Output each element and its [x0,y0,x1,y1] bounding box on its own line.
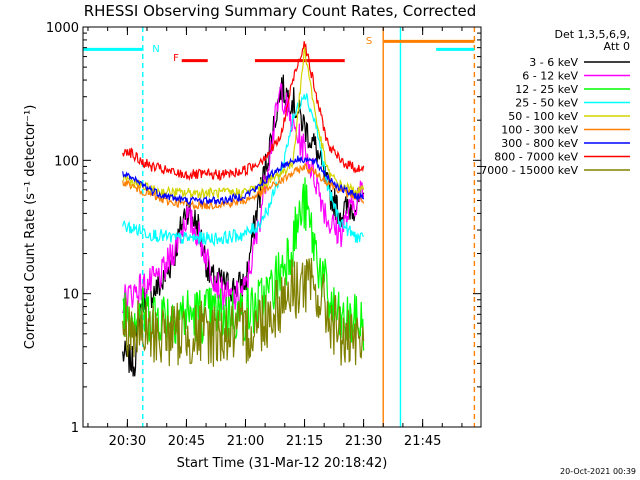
legend-label-7: 800 - 7000 keV [494,151,578,164]
series-line-8 [122,257,365,367]
x-axis-ticks: 20:30 20:45 21:00 21:15 21:30 21:45 [87,27,463,449]
x-tick-label-0: 20:30 [109,434,146,449]
legend-label-6: 300 - 800 keV [501,137,578,150]
series-line-6 [122,155,365,207]
legend-label-4: 50 - 100 keV [508,110,578,123]
series-line-1 [122,82,365,314]
legend-label-1: 6 - 12 keV [522,70,578,83]
x-tick-label-1: 20:45 [168,434,205,449]
legend-label-3: 25 - 50 keV [515,97,578,110]
flag-label-f: F [173,53,179,64]
legend-label-8: 7000 - 15000 keV [480,164,578,177]
x-tick-label-2: 21:00 [227,434,264,449]
chart-title: RHESSI Observing Summary Count Rates, Co… [84,2,477,20]
series-line-5 [122,162,365,211]
legend-label-0: 3 - 6 keV [529,56,578,69]
x-axis-label: Start Time (31-Mar-12 20:18:42) [177,456,388,471]
x-tick-label-5: 21:45 [404,434,441,449]
y-tick-label-1: 10 [62,288,79,303]
plot-area [83,27,476,427]
generated-timestamp: 20-Oct-2021 00:39 [560,467,636,476]
legend-label-5: 100 - 300 keV [501,124,578,137]
series-line-3 [122,93,364,248]
flag-label-n: N [152,44,159,55]
flag-label-s: S [366,36,372,47]
y-tick-label-2: 100 [54,154,79,169]
y-axis-ticks: 1 10 100 1000 [46,21,481,436]
y-tick-label-0: 1 [71,421,79,436]
y-tick-label-3: 1000 [46,21,79,36]
x-tick-label-3: 21:15 [286,434,323,449]
legend-label-2: 12 - 25 keV [515,83,578,96]
legend-header-attenuator: Att 0 [604,40,630,53]
plot-frame [82,26,482,428]
y-axis-label: Corrected Count Rate (s⁻¹ detector⁻¹) [23,105,38,350]
x-tick-label-4: 21:30 [345,434,382,449]
legend-header-detectors: Det 1,3,5,6,9, [554,28,630,41]
series-line-7 [122,41,365,182]
